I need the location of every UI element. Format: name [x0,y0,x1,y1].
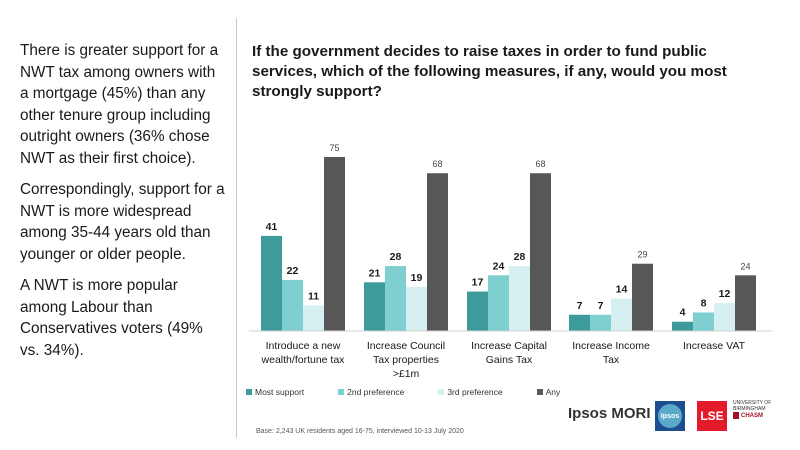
commentary-paragraph-2: Correspondingly, support for a NWT is mo… [20,181,225,263]
bar [488,275,509,331]
data-label: 7 [577,300,583,312]
data-label: 41 [266,221,278,233]
category-label: Tax properties [373,354,439,366]
bar [364,282,385,331]
ipsos-mori-logo: Ipsos MORI [568,405,651,422]
bar [324,157,345,331]
data-label: 28 [390,251,402,263]
category-label: Gains Tax [486,354,533,366]
data-label: 17 [472,277,484,289]
legend-swatch [438,389,445,395]
data-label: 11 [308,290,319,302]
bar [385,266,406,331]
base-note: Base: 2,243 UK residents aged 16-75, int… [256,428,464,435]
legend-label: Most support [255,387,305,397]
bar [406,286,427,331]
data-label: 14 [616,284,628,296]
ipsos-logo: Ipsos [655,401,685,431]
bar [632,263,653,331]
chasm-label: CHASM [741,412,763,419]
data-label: 7 [598,300,604,312]
data-label: 29 [637,250,647,260]
category-label: wealth/fortune tax [261,354,346,366]
bar [427,173,448,331]
bar [735,275,756,331]
category-label: Increase Capital [471,340,547,352]
legend-item: 2nd preference [338,387,404,397]
bar [303,305,324,331]
bar [467,291,488,331]
university-of-birmingham-logo: UNIVERSITY OF BIRMINGHAM CHASM [733,400,785,419]
data-label: 8 [701,297,707,309]
bar [509,266,530,331]
bar [282,279,303,331]
ipsos-logo-text: Ipsos [658,404,682,428]
bar [714,303,735,331]
commentary-paragraph-3: A NWT is more popular among Labour than … [20,277,203,359]
category-label: Increase VAT [683,340,746,352]
category-label: >£1m [393,368,420,380]
university-name: UNIVERSITY OF BIRMINGHAM [733,400,772,412]
category-label: Introduce a new [266,340,341,352]
data-label: 24 [740,261,750,271]
commentary-paragraph-1: There is greater support for a NWT tax a… [20,42,219,167]
category-label: Increase Council [367,340,445,352]
category-label: Increase Income [572,340,650,352]
legend-swatch [246,389,252,395]
commentary-panel: There is greater support for a NWT tax a… [20,40,225,371]
legend-label: Any [545,387,561,397]
crest-icon [733,412,739,419]
data-label: 12 [719,288,731,300]
legend-item: 3rd preference [438,387,503,397]
chart-question: If the government decides to raise taxes… [252,43,727,100]
data-label: 22 [287,265,299,277]
data-label: 24 [493,260,505,272]
bar [569,314,590,331]
data-label: 28 [514,251,526,263]
bar [693,312,714,331]
data-label: 75 [329,143,339,153]
bar [611,298,632,331]
data-label: 68 [535,159,545,169]
legend-label: 3rd preference [447,387,503,397]
chart-legend: Most support 2nd preference 3rd preference… [246,387,594,397]
legend-item: Any [536,387,561,397]
category-label: Tax [603,354,620,366]
data-label: 19 [411,272,423,284]
bar [590,314,611,331]
data-label: 68 [432,159,442,169]
legend-swatch [338,389,345,395]
lse-logo: LSE [697,401,727,431]
vertical-divider [236,18,237,438]
legend-swatch [536,389,543,395]
bar [261,235,282,331]
data-label: 4 [680,307,686,319]
bar [530,173,551,331]
legend-item: Most support [246,387,304,397]
bar [672,321,693,331]
data-label: 21 [369,267,381,279]
legend-label: 2nd preference [347,387,405,397]
